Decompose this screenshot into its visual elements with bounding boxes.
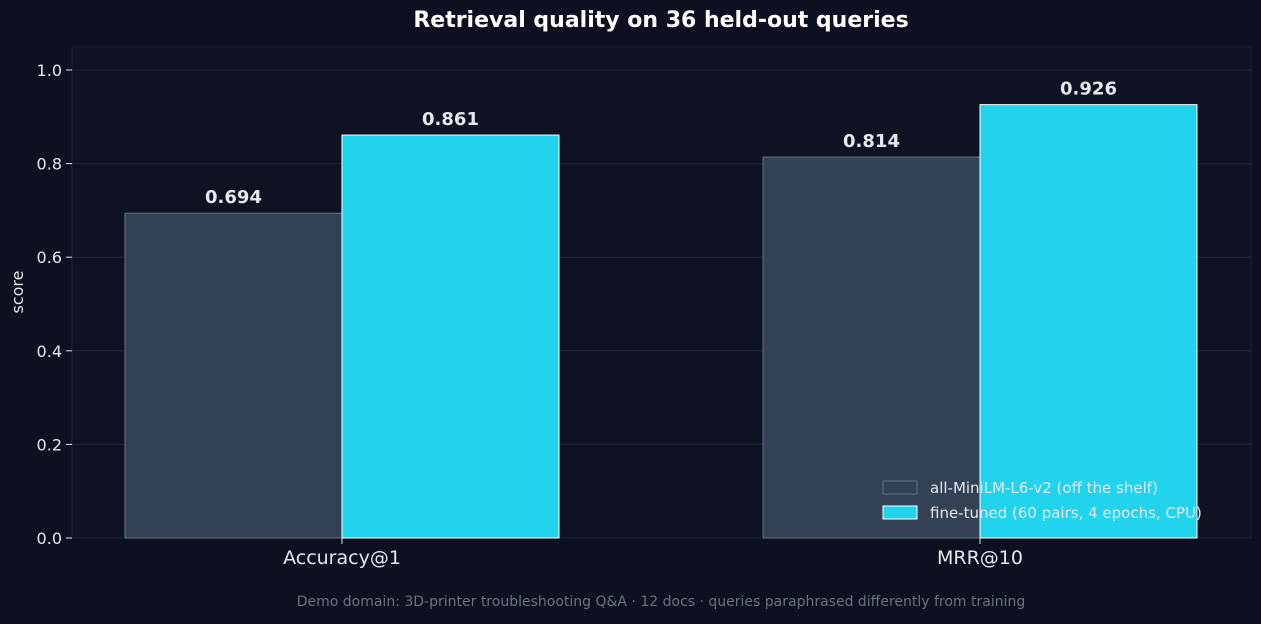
legend-swatch-finetuned [882, 505, 918, 520]
y-tick-label: 0.6 [37, 248, 62, 267]
y-tick-label: 0.2 [37, 435, 62, 454]
legend-label-finetuned: fine-tuned (60 pairs, 4 epochs, CPU) [930, 504, 1202, 522]
bars [124, 104, 1198, 539]
bar-baseline-0 [124, 212, 343, 539]
data-labels: 0.694 0.861 0.814 0.926 [205, 79, 1117, 209]
bar-value-label: 0.814 [843, 131, 900, 152]
y-tick-label: 1.0 [37, 61, 62, 80]
legend-swatch-baseline [882, 480, 918, 495]
x-tick-label: MRR@10 [937, 547, 1023, 569]
legend-label-baseline: all-MiniLM-L6-v2 (off the shelf) [930, 479, 1158, 497]
bar-value-label: 0.861 [422, 109, 479, 130]
axes: 0.0 0.2 0.4 0.6 0.8 1.0 Accuracy@1 MRR@10 [37, 61, 1023, 569]
y-tick-label: 0.0 [37, 529, 62, 548]
y-tick-label: 0.4 [37, 342, 62, 361]
y-tick-label: 0.8 [37, 155, 62, 174]
bar-value-label: 0.694 [205, 187, 262, 208]
bar-finetuned-1 [979, 104, 1198, 539]
chart-caption: Demo domain: 3D-printer troubleshooting … [297, 594, 1026, 610]
y-axis-label: score [8, 271, 27, 314]
bar-value-label: 0.926 [1060, 79, 1117, 100]
chart-title: Retrieval quality on 36 held-out queries [413, 8, 908, 33]
legend: all-MiniLM-L6-v2 (off the shelf) fine-tu… [882, 479, 1202, 522]
bar-finetuned-0 [341, 134, 560, 539]
x-tick-label: Accuracy@1 [283, 547, 401, 569]
